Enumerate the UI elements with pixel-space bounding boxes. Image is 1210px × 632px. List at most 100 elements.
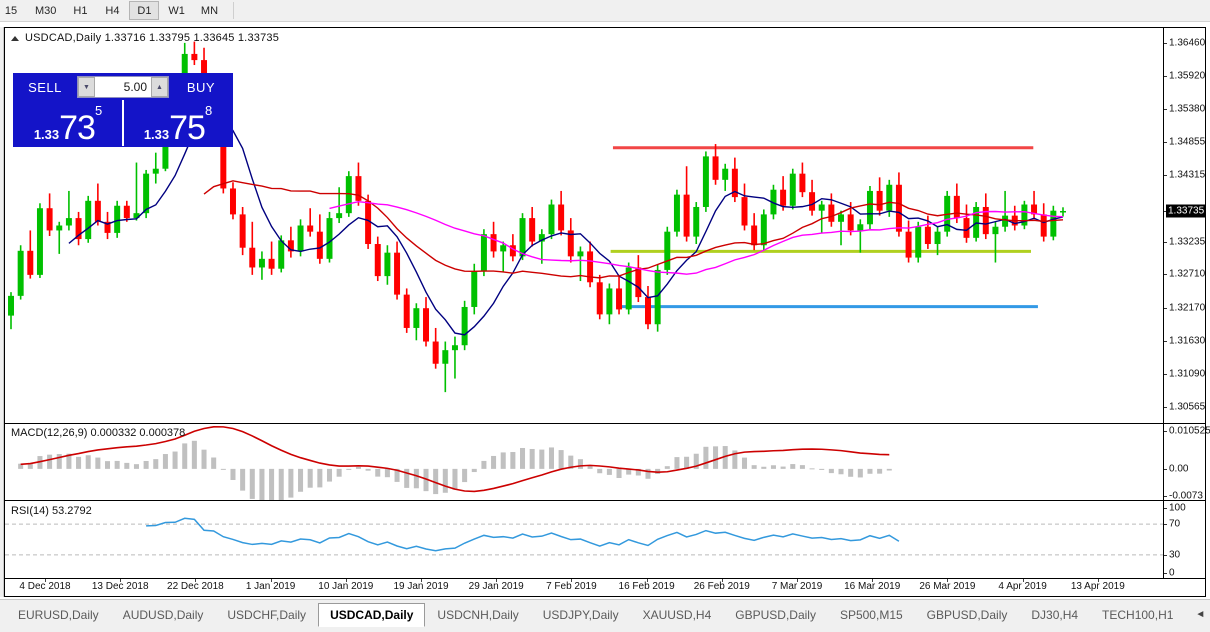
symbol-tab-audusd-daily[interactable]: AUDUSD,Daily [122,608,204,622]
symbol-tab-eurusd-daily[interactable]: EURUSD,Daily [18,608,99,622]
date-tick-mark [1022,579,1024,582]
macd-tick-label: -0.0073 [1169,490,1203,502]
date-tick-mark [1097,579,1099,582]
date-tick-mark [270,579,272,582]
chart-area[interactable]: USDCAD,Daily 1.33716 1.33795 1.33645 1.3… [4,27,1210,597]
price-tick-label: 1.31630 [1169,335,1206,347]
arrow-left-icon[interactable]: ◄ [1195,609,1206,620]
date-tick-label: 10 Jan 2019 [318,581,374,592]
timeframe-button-h1[interactable]: H1 [73,4,88,17]
symbol-tab-usdchf-daily[interactable]: USDCHF,Daily [227,608,307,622]
sell-price[interactable]: 1.33 73 5 [14,100,122,146]
date-tick-label: 7 Feb 2019 [546,581,597,592]
price-tick-mark [1164,274,1167,276]
sell-price-big: 73 [59,108,96,147]
timeframe-button-mn[interactable]: MN [200,4,219,17]
symbol-tab-bar[interactable]: EURUSD,Daily AUDUSD,Daily USDCHF,Daily USDC… [0,599,1210,632]
chart-title: USDCAD,Daily 1.33716 1.33795 1.33645 1.3… [11,32,279,44]
macd-label: MACD(12,26,9) 0.000332 0.000378 [11,427,186,439]
symbol-tab-gbpusd-daily[interactable]: GBPUSD,Daily [926,608,1008,622]
symbol-tab-xauusd-h4[interactable]: XAUUSD,H4 [642,608,712,622]
timeframe-button-d1[interactable]: D1 [129,1,160,20]
macd-axis[interactable]: 0.010525 0.00 -0.0073 [1163,424,1210,502]
volume-input[interactable]: 5.00 [123,80,147,94]
buy-button[interactable]: BUY [186,79,216,95]
symbol-tab-sp500-m15[interactable]: SP500,M15 [839,608,903,622]
rsi-tick-mark [1164,554,1167,556]
price-tick-label: 1.34855 [1169,136,1206,148]
price-tick-mark [1164,340,1167,342]
pane-separator-1 [5,423,1205,424]
symbol-tab-tech100-h1[interactable]: TECH100,H1 [1102,608,1174,622]
price-tick-mark [1164,307,1167,309]
buy-price-sup: 8 [204,103,213,118]
chart-left-gutter [0,27,4,597]
price-tick-mark [1164,406,1167,408]
chevron-down-icon[interactable]: ▼ [78,77,95,97]
oct-header-row: SELL ▼ 5.00 ▲ BUY [14,74,232,100]
rsi-tick-label: 30 [1169,549,1181,561]
pane-separator-2 [5,500,1205,501]
symbol-tab-usdcad-daily[interactable]: USDCAD,Daily [318,603,426,627]
symbol-tab-dj30-h4[interactable]: DJ30,H4 [1031,608,1079,622]
date-tick-mark [120,579,122,582]
rsi-tick-label: 100 [1169,502,1186,514]
rsi-axis[interactable]: 100 70 30 0 [1163,501,1205,579]
timeframe-button-w1[interactable]: W1 [168,4,185,17]
volume-stepper[interactable]: ▼ 5.00 ▲ [77,76,169,98]
tab-scroll-controls[interactable]: ◄► [1195,609,1210,620]
date-tick-label: 26 Mar 2019 [919,581,976,592]
rsi-pane[interactable] [5,501,1163,578]
symbol-tab-gbpusd-daily[interactable]: GBPUSD,Daily [735,608,816,622]
macd-pane[interactable] [5,424,1163,500]
rsi-tick-mark [1164,573,1167,574]
price-tick-mark [1164,42,1167,44]
rsi-tick-label: 70 [1169,518,1181,530]
date-tick-label: 16 Feb 2019 [618,581,675,592]
sell-price-sup: 5 [94,103,103,118]
buy-price[interactable]: 1.33 75 8 [122,100,232,146]
timeframe-button-15[interactable]: 15 [4,4,18,17]
rsi-label: RSI(14) 53.2792 [11,505,92,517]
rsi-tick-mark [1164,524,1167,526]
price-tick-label: 1.33235 [1169,236,1206,248]
triangle-up-icon [11,35,19,41]
date-tick-mark [872,579,874,582]
price-tick-label: 1.31090 [1169,368,1206,380]
rsi-tick-label: 0 [1169,567,1175,579]
price-tick-label: 1.34315 [1169,169,1206,181]
price-axis[interactable]: 1.36460 1.35920 1.35380 1.34855 1.34315 1.337… [1163,28,1207,423]
rsi-pane-canvas [5,517,1163,556]
one-click-trading-panel[interactable]: SELL ▼ 5.00 ▲ BUY 1.33 73 5 1.33 75 8 [13,73,233,147]
chart-title-text: USDCAD,Daily 1.33716 1.33795 1.33645 1.3… [25,32,280,44]
buy-price-big: 75 [169,108,206,147]
price-tick-mark [1164,109,1167,111]
date-tick-mark [421,579,422,582]
symbol-tab-usdjpy-daily[interactable]: USDJPY,Daily [542,608,619,622]
macd-tick-mark [1164,431,1167,432]
toolbar-divider [233,2,235,19]
sell-button[interactable]: SELL [28,79,62,95]
price-tick-label: 1.32710 [1169,268,1206,280]
timeframe-button-h4[interactable]: H4 [105,4,120,17]
date-tick-label: 19 Jan 2019 [393,581,449,592]
macd-tick-mark [1164,496,1167,497]
date-tick-label: 29 Jan 2019 [468,581,524,592]
price-tick-mark [1164,374,1167,376]
price-tick-mark [1164,175,1167,177]
date-tick-label: 4 Dec 2018 [19,581,71,592]
symbol-tab-usdcnh-daily[interactable]: USDCNH,Daily [437,608,519,622]
sell-price-prefix: 1.33 [33,127,60,142]
buy-price-prefix: 1.33 [143,127,170,142]
price-tick-label: 1.30565 [1169,401,1206,413]
date-tick-mark [195,579,197,582]
macd-pane-canvas [18,426,892,500]
date-tick-label: 13 Apr 2019 [1070,581,1125,592]
timeframe-button-m30[interactable]: M30 [35,4,57,17]
date-axis[interactable]: 4 Dec 2018 13 Dec 2018 22 Dec 2018 1 Jan 20… [5,578,1205,596]
rsi-tick-mark [1164,508,1167,509]
chevron-up-icon[interactable]: ▲ [151,77,168,97]
macd-tick-label: 0.010525 [1169,425,1210,437]
date-tick-mark [496,579,498,582]
